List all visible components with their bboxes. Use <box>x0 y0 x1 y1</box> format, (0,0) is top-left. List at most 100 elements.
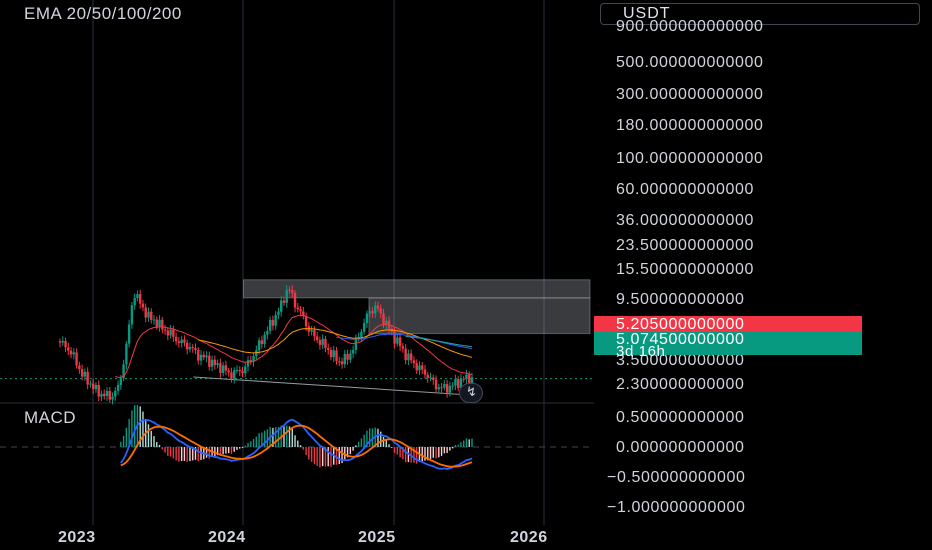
bolt-icon[interactable]: ↯ <box>459 383 483 403</box>
candle-body <box>235 369 239 371</box>
candle-body <box>185 342 189 350</box>
candle-body <box>365 313 369 324</box>
candle-body <box>285 289 288 303</box>
candle-body <box>349 353 352 360</box>
candle-body <box>415 363 418 371</box>
macd-line <box>120 418 473 470</box>
candle-body <box>468 374 471 385</box>
candle-body <box>313 330 316 337</box>
candle-body <box>61 340 64 343</box>
candle-body <box>111 396 114 400</box>
price-axis-label: 36.000000000000 <box>616 212 755 229</box>
candle-body <box>263 334 266 345</box>
candle-body <box>346 353 349 360</box>
candle-body <box>318 340 322 345</box>
candle-body <box>437 387 441 390</box>
time-axis-label: 2025 <box>358 529 396 546</box>
currency-selector[interactable]: USDT <box>600 3 920 25</box>
candle-body <box>75 352 78 366</box>
candle-body <box>105 391 109 396</box>
macd-indicator-label[interactable]: MACD <box>24 408 77 427</box>
candle-body <box>440 387 443 389</box>
candle-body <box>470 377 474 385</box>
candle-body <box>238 369 241 372</box>
highlight-zone <box>368 297 591 335</box>
price-axis-label: 23.500000000000 <box>616 237 755 254</box>
candle-body <box>310 330 313 332</box>
candle-body <box>155 319 158 327</box>
candle-body <box>412 360 416 364</box>
candle-body <box>246 360 250 367</box>
candle-body <box>177 341 181 344</box>
candle-body <box>296 307 299 310</box>
candle-body <box>421 365 424 370</box>
candle-body <box>385 320 388 325</box>
time-axis-label: 2024 <box>208 529 246 546</box>
candle-body <box>210 359 214 367</box>
candle-body <box>233 370 236 379</box>
candle-body <box>158 319 161 327</box>
price-axis-label: 2.300000000000 <box>616 376 745 393</box>
candle-body <box>161 319 164 330</box>
ema200-line <box>405 335 473 348</box>
price-axis-label: 180.000000000000 <box>616 117 764 134</box>
ema50-line <box>198 328 473 358</box>
candle-body <box>293 292 297 308</box>
candle-body <box>418 365 421 371</box>
candle-body <box>451 385 454 387</box>
candle-body <box>244 366 247 374</box>
candle-body <box>291 289 294 293</box>
candle-body <box>208 355 211 367</box>
candle-body <box>432 377 435 380</box>
candle-body <box>83 371 87 377</box>
candle-body <box>169 329 172 336</box>
candle-body <box>197 350 200 361</box>
candle-body <box>199 354 203 361</box>
last-price-tag: 5.205000000000 <box>594 316 862 334</box>
price-axis-label: 300.000000000000 <box>616 86 764 103</box>
candle-body <box>89 383 92 385</box>
candle-body <box>188 347 192 350</box>
candle-body <box>213 359 217 366</box>
candle-body <box>64 340 67 348</box>
time-axis-label: 2026 <box>510 529 548 546</box>
bar-countdown: 3d 16h <box>616 343 666 360</box>
candle-body <box>257 340 261 351</box>
candle-body <box>445 384 449 393</box>
close-price-value: 5.074500000000 <box>616 331 745 348</box>
macd-axis-label: 0.000000000000 <box>616 439 745 456</box>
candle-body <box>459 378 463 388</box>
price-axis-label: 100.000000000000 <box>616 150 764 167</box>
candle-body <box>315 336 319 341</box>
last-price-value: 5.205000000000 <box>616 316 745 333</box>
candle-body <box>80 369 84 377</box>
candle-body <box>268 319 272 331</box>
ema-indicator-label[interactable]: EMA 20/50/100/200 <box>24 4 182 23</box>
candle-body <box>401 346 405 349</box>
candle-body <box>371 311 374 314</box>
candle-body <box>133 298 136 306</box>
candle-body <box>321 338 324 345</box>
candle-body <box>191 347 194 349</box>
ema100-line <box>336 333 473 350</box>
price-axis-label: 9.500000000000 <box>616 291 745 308</box>
candle-body <box>147 311 150 318</box>
candle-body <box>335 350 338 362</box>
candle-body <box>136 294 139 299</box>
candle-body <box>97 384 100 397</box>
candle-body <box>354 337 358 351</box>
candle-body <box>141 303 145 308</box>
candle-body <box>172 329 175 337</box>
candle-body <box>448 385 452 393</box>
candle-body <box>266 330 269 335</box>
candle-body <box>462 378 465 380</box>
candle-body <box>163 329 167 331</box>
candle-body <box>429 377 432 379</box>
candle-body <box>280 300 283 312</box>
candle-body <box>332 350 335 358</box>
candle-body <box>86 371 89 385</box>
candle-body <box>465 374 468 380</box>
candle-body <box>241 371 244 374</box>
candle-body <box>144 307 147 318</box>
